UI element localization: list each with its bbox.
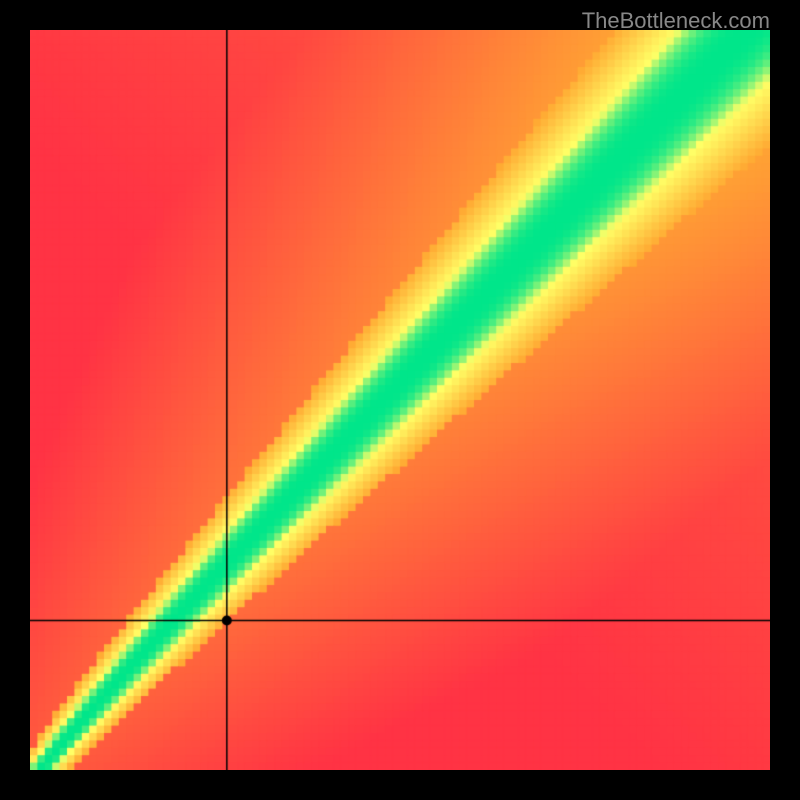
watermark-text: TheBottleneck.com	[582, 8, 770, 34]
bottleneck-heatmap	[30, 30, 770, 770]
chart-container: TheBottleneck.com	[0, 0, 800, 800]
